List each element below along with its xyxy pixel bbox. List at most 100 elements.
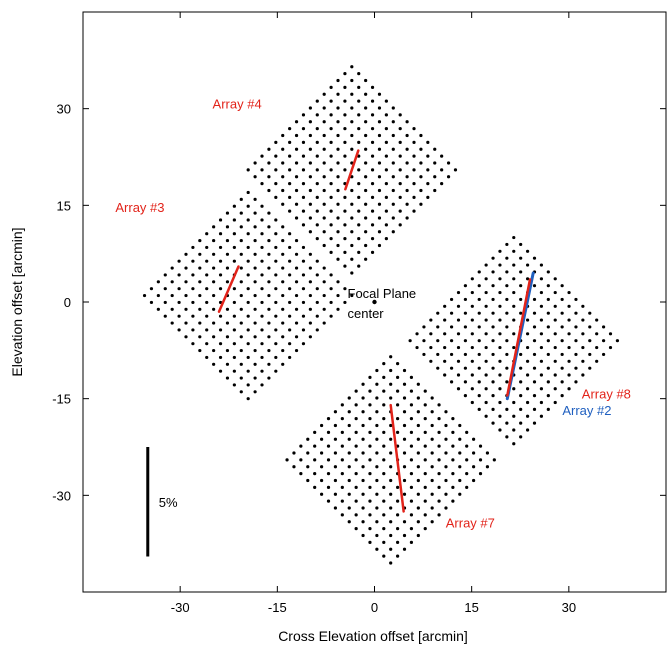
detector-dot	[301, 113, 306, 117]
detector-dot	[313, 472, 317, 476]
detector-dot	[357, 99, 361, 103]
detector-dot	[191, 273, 195, 277]
detector-dot	[512, 414, 516, 418]
detector-dot	[601, 339, 606, 343]
detector-dot	[440, 154, 444, 158]
detector-dot	[361, 492, 365, 496]
detector-dot	[567, 332, 571, 336]
detector-dot	[212, 307, 216, 311]
detector-dot	[436, 366, 440, 370]
detector-dot	[364, 92, 368, 96]
detector-dot	[391, 120, 395, 124]
detector-dot	[343, 237, 347, 241]
detector-dot	[267, 348, 271, 353]
detector-dot	[453, 168, 458, 172]
detector-dot	[498, 277, 502, 281]
detector-dot	[546, 380, 550, 384]
detector-dot	[375, 533, 379, 538]
detector-dot	[149, 300, 154, 305]
detector-dot	[315, 127, 319, 131]
detector-dot	[267, 225, 271, 229]
detector-dot	[364, 175, 368, 179]
detector-dot	[368, 540, 372, 544]
detector-dot	[436, 311, 440, 315]
polarization-lines	[217, 149, 535, 513]
detector-dot	[357, 140, 361, 144]
detector-dot	[322, 216, 326, 220]
detector-dot	[470, 345, 474, 350]
detector-dot	[156, 293, 160, 298]
detector-dot	[212, 321, 216, 325]
detector-dot	[553, 359, 557, 363]
detector-dot	[350, 120, 354, 124]
detector-dot	[426, 154, 430, 158]
detector-dot	[382, 375, 386, 379]
detector-dot	[281, 335, 285, 339]
detector-dot	[436, 352, 440, 357]
detector-dot	[308, 106, 312, 110]
detector-dot	[322, 266, 326, 270]
detector-dot	[437, 417, 441, 421]
detector-dot	[170, 266, 174, 270]
detector-dot	[322, 230, 326, 234]
detector-dot	[430, 451, 434, 455]
detector-dot	[491, 380, 495, 384]
detector-dot	[308, 120, 312, 124]
detector-dot	[470, 400, 474, 405]
detector-dot	[253, 252, 257, 256]
detector-dot	[184, 252, 188, 256]
detector-dot	[409, 472, 414, 476]
detector-dot	[478, 444, 483, 448]
detector-dot	[491, 297, 495, 302]
detector-dot	[288, 328, 292, 332]
detector-dot	[232, 204, 236, 208]
detector-dot	[423, 444, 427, 448]
detector-dot	[498, 428, 502, 432]
detector-dot	[519, 256, 523, 260]
detector-dot	[205, 232, 209, 236]
detector-dot	[281, 147, 285, 151]
detector-dot	[405, 188, 409, 193]
detector-dot	[232, 328, 236, 332]
focal-plane-center-point	[372, 299, 377, 305]
detector-dot	[458, 478, 462, 483]
detector-dot	[246, 397, 250, 401]
detector-dot	[375, 465, 379, 469]
detector-dot	[539, 304, 544, 308]
detector-dot	[212, 348, 216, 353]
detector-dot	[416, 382, 420, 386]
detector-dot	[347, 410, 351, 414]
detector-dot	[484, 345, 488, 350]
detector-dot	[553, 373, 557, 377]
detector-dot	[539, 373, 544, 377]
detector-dot	[422, 325, 426, 329]
detector-dot	[205, 287, 209, 291]
detector-dot	[281, 161, 285, 165]
detector-dot	[308, 216, 312, 220]
detector-dot	[429, 332, 433, 336]
detector-dot	[444, 478, 448, 483]
detector-dot	[319, 437, 324, 441]
detector-dot	[539, 318, 544, 322]
detector-dot	[354, 499, 358, 503]
detector-dot	[601, 325, 606, 329]
detector-dot	[595, 345, 599, 350]
detector-dot	[519, 380, 523, 384]
detector-dot	[560, 297, 564, 302]
detector-dot	[449, 325, 454, 329]
detector-dot	[347, 437, 351, 441]
detector-dot	[336, 293, 340, 298]
detector-dot	[288, 232, 292, 236]
detector-dot	[364, 78, 368, 83]
detector-dot	[581, 373, 585, 377]
detector-dot	[368, 499, 372, 503]
detector-dot	[391, 133, 395, 138]
detector-dot	[350, 293, 354, 298]
detector-dot	[163, 300, 167, 305]
detector-dot	[472, 437, 476, 441]
detector-dot	[267, 321, 271, 325]
detector-dot	[437, 444, 441, 448]
detector-dot	[456, 373, 461, 377]
detector-dot	[391, 175, 395, 179]
detector-dot	[218, 355, 223, 360]
